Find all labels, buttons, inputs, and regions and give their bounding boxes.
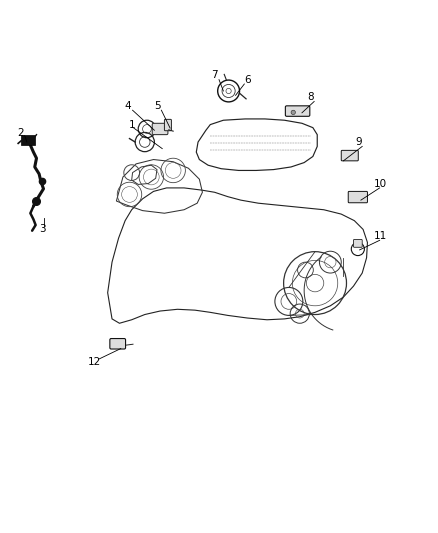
FancyBboxPatch shape xyxy=(164,119,171,131)
Circle shape xyxy=(291,110,295,115)
FancyBboxPatch shape xyxy=(152,123,168,135)
FancyBboxPatch shape xyxy=(348,191,367,203)
Text: 6: 6 xyxy=(244,75,251,85)
FancyBboxPatch shape xyxy=(286,106,310,116)
Text: 5: 5 xyxy=(155,101,161,111)
Text: 9: 9 xyxy=(355,137,362,147)
Text: 12: 12 xyxy=(88,357,101,367)
FancyBboxPatch shape xyxy=(21,135,35,144)
Text: 10: 10 xyxy=(374,179,387,189)
FancyBboxPatch shape xyxy=(341,150,358,161)
Text: 1: 1 xyxy=(128,119,135,130)
Text: 3: 3 xyxy=(39,224,46,235)
Text: 2: 2 xyxy=(17,128,24,139)
Text: 7: 7 xyxy=(211,70,218,80)
FancyBboxPatch shape xyxy=(110,338,126,349)
Text: 8: 8 xyxy=(307,92,314,102)
FancyBboxPatch shape xyxy=(353,239,362,247)
Text: 4: 4 xyxy=(124,101,131,111)
Text: 11: 11 xyxy=(374,231,387,241)
